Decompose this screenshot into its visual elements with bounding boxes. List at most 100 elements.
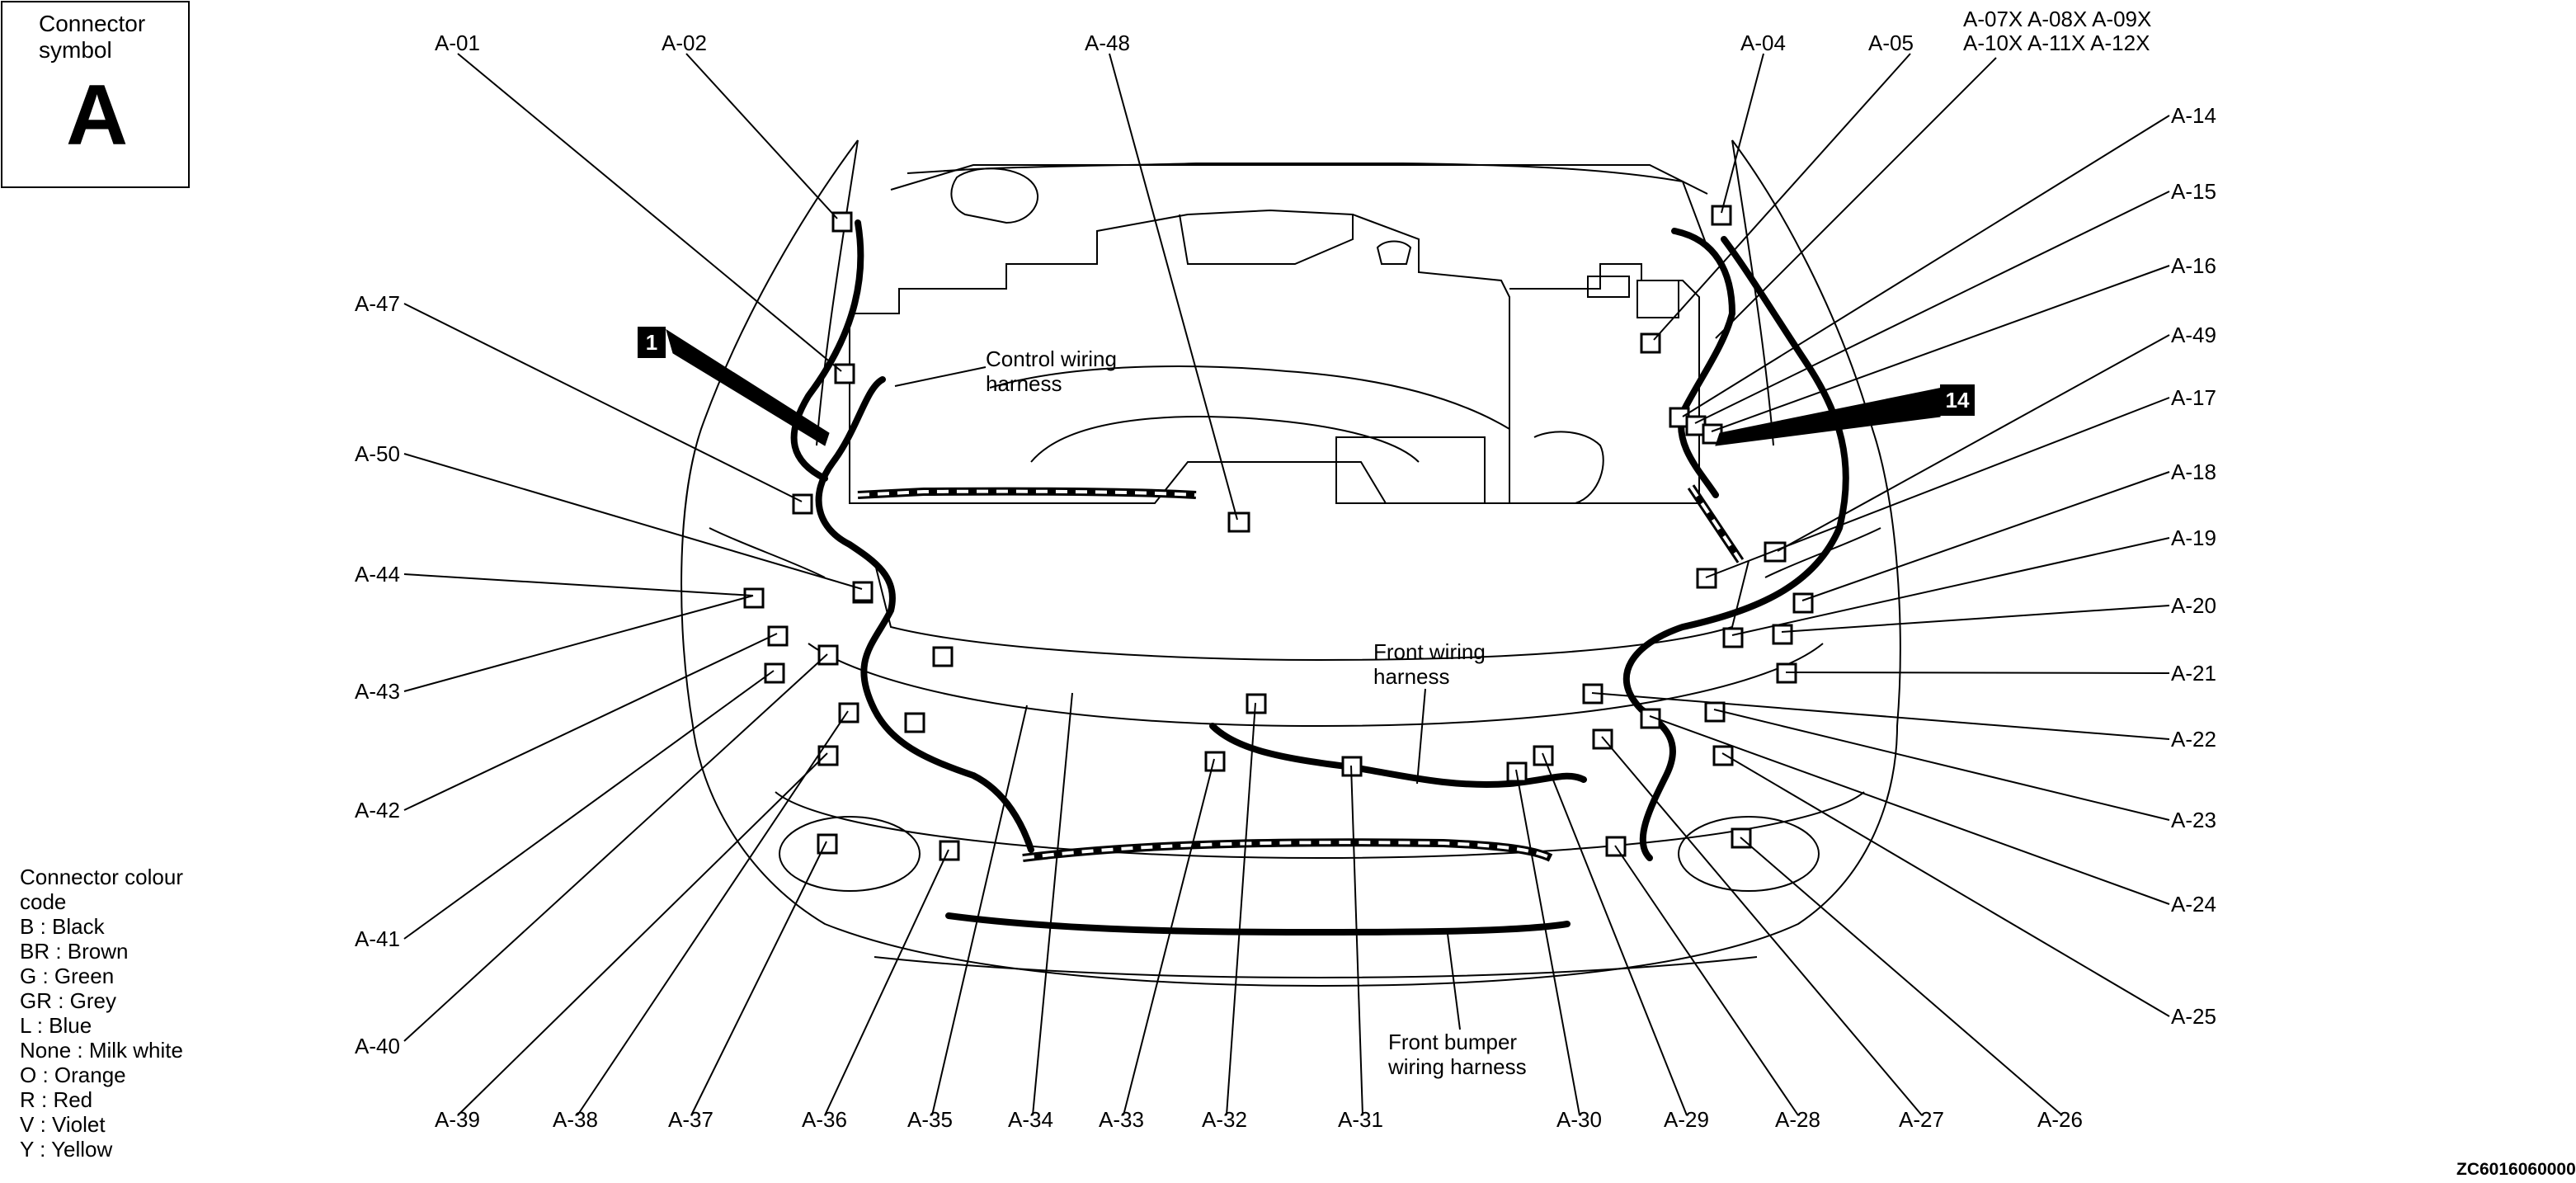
leader-a37	[690, 841, 827, 1116]
radiator-support	[874, 560, 1750, 662]
hood-line-left	[816, 139, 859, 446]
relay-box-2	[1636, 280, 1679, 318]
connector-symbol-title: Connector symbol	[39, 11, 146, 63]
conn-box-a36	[939, 840, 960, 861]
conn-box-a43	[743, 587, 765, 609]
connector-label-a39: A-39	[435, 1107, 480, 1132]
connector-label-a27: A-27	[1899, 1107, 1944, 1132]
conn-box-a40	[817, 644, 839, 666]
leader-a25	[1721, 752, 2170, 1017]
control-harness-label: Control wiring harness	[986, 346, 1117, 396]
leader-a14	[1682, 115, 2170, 417]
callout-14: 14	[1940, 384, 1975, 416]
connector-label-a50: A-50	[355, 441, 400, 466]
connector-label-a26: A-26	[2037, 1107, 2083, 1132]
connector-label-a29: A-29	[1664, 1107, 1709, 1132]
conn-box-a20	[1772, 624, 1793, 645]
leader-a21	[1785, 672, 2170, 674]
leader-a17	[1705, 397, 2170, 578]
body-outline	[680, 139, 1901, 987]
right-component	[1533, 431, 1604, 504]
leader-a43	[403, 595, 754, 692]
connector-label-a10-a12: A-10X A-11X A-12X	[1963, 31, 2150, 55]
leader-a29	[1542, 752, 1688, 1116]
callout-1: 1	[638, 327, 666, 358]
connector-label-a30: A-30	[1556, 1107, 1602, 1132]
leader-a50	[403, 453, 863, 590]
conn-box-a19	[1722, 627, 1744, 648]
leader-a31	[1350, 765, 1363, 1116]
bumper-harness-label: Front bumper wiring harness	[1388, 1030, 1527, 1079]
connector-label-a35: A-35	[907, 1107, 953, 1132]
conn-box-a33	[1204, 751, 1226, 772]
legend-item: Y : Yellow	[20, 1137, 113, 1162]
leader-a02	[685, 53, 838, 219]
legend-item: GR : Grey	[20, 988, 117, 1013]
connector-label-a47: A-47	[355, 291, 400, 316]
legend-item: B : Black	[20, 914, 105, 939]
left-harness-branch	[790, 219, 864, 482]
leader-front	[1416, 688, 1426, 785]
leader-control	[894, 366, 987, 387]
leader-a34	[1032, 692, 1073, 1116]
battery-box	[1509, 263, 1700, 504]
left-fog-lamp	[779, 816, 921, 892]
reservoir-cap	[950, 167, 1039, 224]
bumper-harness-dashed-inner	[1022, 841, 1552, 860]
front-crossmember	[808, 643, 1824, 728]
legend-item: L : Blue	[20, 1013, 92, 1038]
left-headlamp	[709, 527, 826, 578]
connector-label-a19: A-19	[2171, 526, 2216, 550]
leader-a35	[931, 705, 1028, 1116]
leader-a20	[1781, 605, 2170, 633]
connector-label-a23: A-23	[2171, 808, 2216, 832]
connector-label-a34: A-34	[1008, 1107, 1053, 1132]
leader-a47	[403, 303, 803, 502]
engine-detail-1	[989, 365, 1510, 430]
leader-a05	[1653, 53, 1911, 341]
right-harness-dashed-inner	[1689, 485, 1742, 563]
connector-label-a04: A-04	[1740, 31, 1786, 55]
connector-colour-legend: Connector colour code B : Black BR : Bro…	[20, 865, 183, 1162]
right-harness	[1622, 236, 1849, 861]
conn-box-a35	[904, 712, 925, 733]
legend-title: Connector colour code	[20, 865, 183, 914]
conn-box-a25	[1712, 745, 1734, 766]
conn-box-a18	[1792, 592, 1814, 614]
leader-a07-12	[1715, 57, 1997, 339]
leader-a01	[457, 53, 842, 372]
connector-label-a15: A-15	[2171, 179, 2216, 204]
leader-a41	[403, 670, 775, 940]
connector-symbol-box: Connector symbol A	[1, 1, 190, 188]
connector-label-a41: A-41	[355, 926, 400, 951]
bumper-lower	[874, 956, 1758, 979]
front-harness	[1209, 723, 1587, 788]
leader-a36	[824, 849, 949, 1116]
conn-box-a49	[1764, 541, 1787, 563]
leader-a38	[577, 710, 849, 1116]
connector-label-a07-a09: A-07X A-08X A-09X	[1963, 7, 2152, 31]
leader-a24	[1649, 715, 2170, 905]
conn-box-a41	[764, 662, 785, 684]
leader-a39	[457, 752, 828, 1116]
connector-label-a40: A-40	[355, 1034, 400, 1058]
connector-label-a38: A-38	[553, 1107, 598, 1132]
leader-a23	[1713, 709, 2170, 821]
leader-a49	[1777, 334, 2170, 552]
bumper-outline	[775, 791, 1865, 860]
conn-box-a01	[834, 363, 855, 384]
leader-a27	[1601, 736, 1923, 1116]
conn-box-a04	[1711, 205, 1732, 226]
right-harness-branch	[1671, 228, 1736, 498]
leader-a32	[1226, 702, 1256, 1116]
callout-1-wedge	[666, 328, 830, 446]
leader-a16	[1711, 265, 2170, 432]
connector-label-a17: A-17	[2171, 385, 2216, 410]
connector-label-a43: A-43	[355, 679, 400, 704]
conn-box-a42	[767, 625, 789, 647]
leader-a04	[1721, 53, 1764, 214]
conn-box-a37	[817, 833, 838, 855]
leader-a48	[1109, 53, 1238, 521]
bumper-harness	[945, 912, 1571, 936]
leader-a28	[1614, 845, 1799, 1116]
